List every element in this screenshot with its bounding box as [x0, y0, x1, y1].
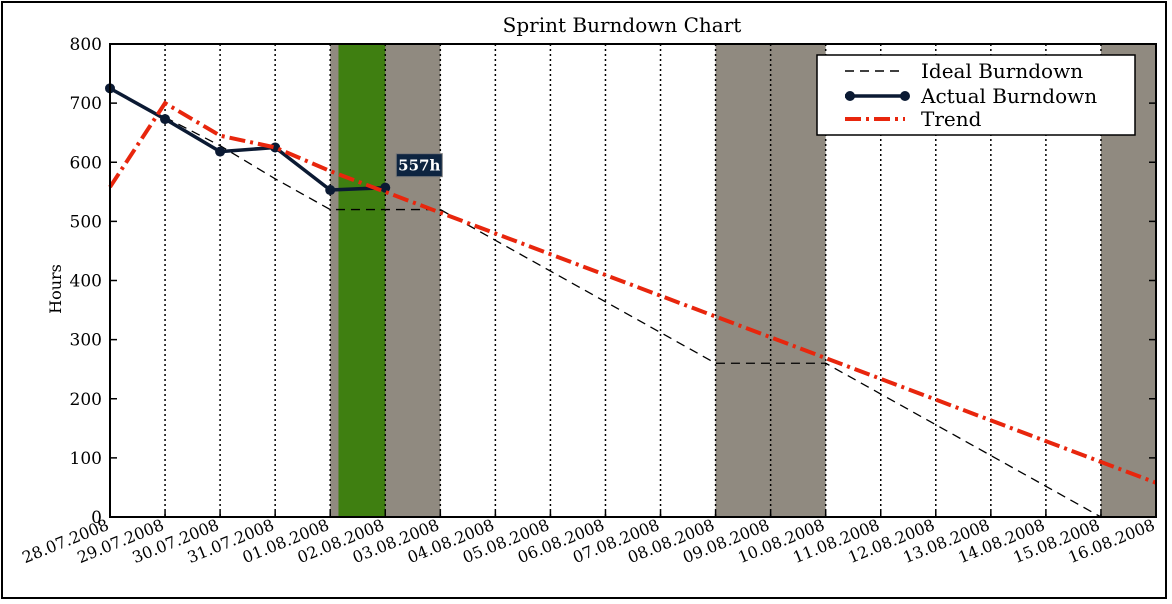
data-point-actual [215, 146, 226, 157]
legend-marker [900, 91, 910, 101]
data-point-actual [160, 114, 171, 125]
legend-marker [845, 91, 855, 101]
data-point-actual [380, 182, 391, 193]
annotation-label: 557h [398, 157, 440, 175]
chart-title: Sprint Burndown Chart [503, 13, 742, 37]
y-tick-label: 700 [70, 94, 102, 114]
y-tick-label: 200 [70, 390, 102, 410]
y-tick-label: 800 [70, 35, 102, 55]
series-line-ideal-burndown [164, 116, 1102, 518]
y-tick-label: 100 [70, 449, 102, 469]
y-tick-label: 0 [91, 508, 102, 528]
plot-area: 557h010020030040050060070080028.07.20082… [19, 35, 1157, 567]
annotation-box [395, 153, 443, 178]
today-band [338, 44, 386, 517]
y-tick-label: 300 [70, 331, 102, 351]
legend-label: Actual Burndown [920, 84, 1097, 108]
y-tick-label: 600 [70, 153, 102, 173]
y-axis-label: Hours [46, 264, 65, 314]
series-line-trend [108, 100, 1157, 485]
y-tick-label: 400 [70, 272, 102, 292]
data-point-actual [325, 185, 336, 196]
legend-label: Ideal Burndown [921, 59, 1083, 83]
burndown-chart: Sprint Burndown Chart Hours 557h 0 100 200 3… [19, 13, 1157, 567]
series-line-actual-burndown [109, 86, 386, 192]
y-tick-label: 500 [70, 212, 102, 232]
legend-label: Trend [921, 107, 982, 131]
